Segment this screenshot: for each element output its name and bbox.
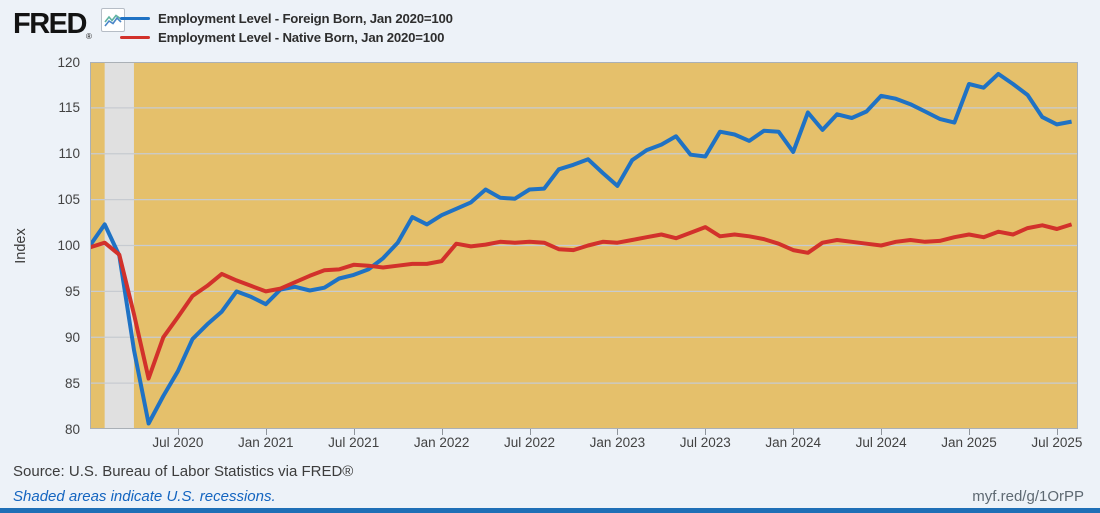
- y-tick-label: 115: [58, 100, 80, 116]
- legend: Employment Level - Foreign Born, Jan 202…: [120, 9, 453, 47]
- legend-item: Employment Level - Foreign Born, Jan 202…: [120, 9, 453, 28]
- x-tick-mark: [441, 429, 443, 435]
- bottom-accent-bar: [0, 508, 1100, 513]
- x-tick-mark: [177, 429, 179, 435]
- registered-mark: ®: [85, 32, 92, 41]
- x-tick-label: Jan 2024: [765, 435, 821, 450]
- fred-logo[interactable]: FRED®: [13, 8, 126, 41]
- foreign-born-line: [90, 71, 1072, 426]
- y-tick-label: 110: [58, 146, 80, 162]
- y-tick-label: 80: [64, 421, 80, 437]
- legend-label: Employment Level - Native Born, Jan 2020…: [158, 30, 445, 45]
- y-tick-label: 85: [64, 375, 80, 391]
- recession-note-link[interactable]: Shaded areas indicate U.S. recessions.: [13, 488, 276, 505]
- plot-area[interactable]: [90, 62, 1078, 429]
- x-tick-mark: [969, 429, 970, 435]
- x-tick-mark: [881, 429, 883, 435]
- legend-item: Employment Level - Native Born, Jan 2020…: [120, 28, 453, 47]
- x-tick-mark: [617, 429, 619, 435]
- legend-label: Employment Level - Foreign Born, Jan 202…: [158, 11, 453, 26]
- y-tick-label: 95: [64, 283, 80, 299]
- native-born-line: [90, 222, 1073, 381]
- source-note: Source: U.S. Bureau of Labor Statistics …: [13, 463, 354, 480]
- plot-svg: [90, 62, 1078, 429]
- x-tick-mark: [353, 429, 355, 435]
- legend-line-swatch: [120, 35, 150, 40]
- x-tick-label: Jul 2022: [503, 435, 556, 450]
- x-tick-label: Jul 2020: [152, 435, 204, 450]
- x-tick-label: Jan 2025: [941, 435, 997, 450]
- x-tick-label: Jul 2024: [855, 435, 907, 450]
- x-tick-mark: [1056, 429, 1058, 435]
- x-tick-mark: [793, 429, 795, 435]
- legend-line-swatch: [120, 16, 150, 21]
- x-tick-label: Jan 2022: [413, 435, 470, 450]
- y-tick-label: 105: [57, 192, 80, 208]
- x-tick-label: Jul 2021: [328, 435, 380, 450]
- share-url-link[interactable]: myf.red/g/1OrPP: [972, 488, 1084, 505]
- x-tick-label: Jul 2025: [1031, 435, 1083, 450]
- x-tick-label: Jan 2021: [238, 435, 294, 450]
- x-tick-mark: [265, 429, 267, 435]
- x-tick-mark: [705, 429, 707, 435]
- y-tick-label: 100: [57, 238, 80, 253]
- fred-logo-text: FRED: [13, 8, 87, 40]
- y-tick-label: 90: [64, 329, 80, 345]
- x-tick-label: Jan 2023: [589, 435, 646, 450]
- x-tick-label: Jul 2023: [679, 435, 731, 450]
- y-tick-label: 120: [57, 54, 80, 70]
- plot-border: [90, 62, 1078, 429]
- x-tick-mark: [529, 429, 531, 435]
